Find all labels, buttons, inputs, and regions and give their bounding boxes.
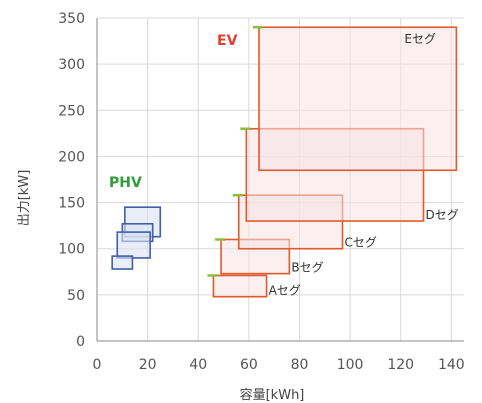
x-tick-label: 0 — [93, 357, 102, 373]
x-tick-label: 20 — [139, 357, 157, 373]
segment-labels: Aセグ Bセグ Cセグ Dセグ Eセグ — [269, 32, 459, 297]
segment-label-d: Dセグ — [426, 208, 459, 222]
y-tick-label: 350 — [58, 11, 85, 27]
y-tick-label: 300 — [58, 57, 85, 73]
group-label-phv: PHV — [109, 175, 142, 191]
axes — [96, 18, 464, 342]
x-tick-label: 140 — [438, 357, 465, 373]
segment-label-e: Eセグ — [404, 32, 436, 46]
ev-box-e — [258, 26, 458, 172]
phv-box — [116, 231, 151, 259]
x-tick-label: 80 — [291, 357, 309, 373]
x-tick-label: 40 — [189, 357, 207, 373]
y-tick-label: 100 — [58, 242, 85, 258]
x-tick-label: 100 — [337, 357, 364, 373]
phv-box — [111, 255, 134, 270]
tick-labels: 0 50 100 150 200 250 300 350 0 20 40 60 80 100 120 140 — [58, 11, 464, 373]
x-tick-label: 60 — [240, 357, 258, 373]
x-axis-title: 容量[kWh] — [240, 387, 305, 403]
y-tick-label: 150 — [58, 196, 85, 212]
y-axis-title: 出力[kW] — [17, 170, 32, 227]
x-tick-label: 120 — [387, 357, 414, 373]
segment-label-a: Aセグ — [269, 284, 301, 298]
group-label-ev: EV — [217, 33, 238, 49]
y-tick-label: 0 — [76, 334, 85, 350]
segment-label-c: Cセグ — [345, 236, 377, 250]
segment-label-b: Bセグ — [291, 261, 323, 275]
y-tick-label: 250 — [58, 103, 85, 119]
y-tick-label: 200 — [58, 149, 85, 165]
boxes — [111, 25, 458, 298]
y-tick-label: 50 — [67, 288, 85, 304]
ev-box-a — [212, 274, 268, 298]
